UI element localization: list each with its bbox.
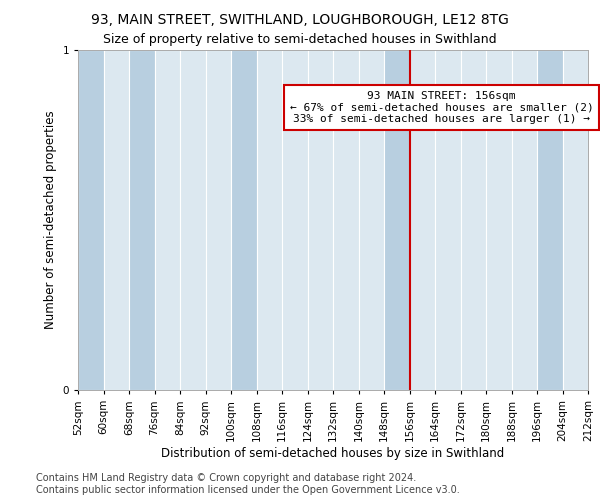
Bar [129,50,155,390]
Bar [333,50,359,390]
Bar [409,50,435,390]
Bar [104,50,129,390]
Bar [78,50,104,390]
Bar [384,50,409,390]
Y-axis label: Number of semi-detached properties: Number of semi-detached properties [44,110,57,330]
Bar [563,50,588,390]
Bar [359,50,384,390]
Bar [511,50,537,390]
Bar [435,50,461,390]
Bar [461,50,486,390]
Bar [486,50,511,390]
Bar [231,50,257,390]
Text: 93, MAIN STREET, SWITHLAND, LOUGHBOROUGH, LE12 8TG: 93, MAIN STREET, SWITHLAND, LOUGHBOROUGH… [91,12,509,26]
Bar [180,50,205,390]
Bar [308,50,333,390]
Bar [155,50,180,390]
Text: Contains HM Land Registry data © Crown copyright and database right 2024.
Contai: Contains HM Land Registry data © Crown c… [36,474,460,495]
Text: 93 MAIN STREET: 156sqm
← 67% of semi-detached houses are smaller (2)
33% of semi: 93 MAIN STREET: 156sqm ← 67% of semi-det… [290,91,593,124]
Bar [205,50,231,390]
Bar [257,50,282,390]
Bar [282,50,308,390]
X-axis label: Distribution of semi-detached houses by size in Swithland: Distribution of semi-detached houses by … [161,446,505,460]
Text: Size of property relative to semi-detached houses in Swithland: Size of property relative to semi-detach… [103,32,497,46]
Bar [537,50,563,390]
